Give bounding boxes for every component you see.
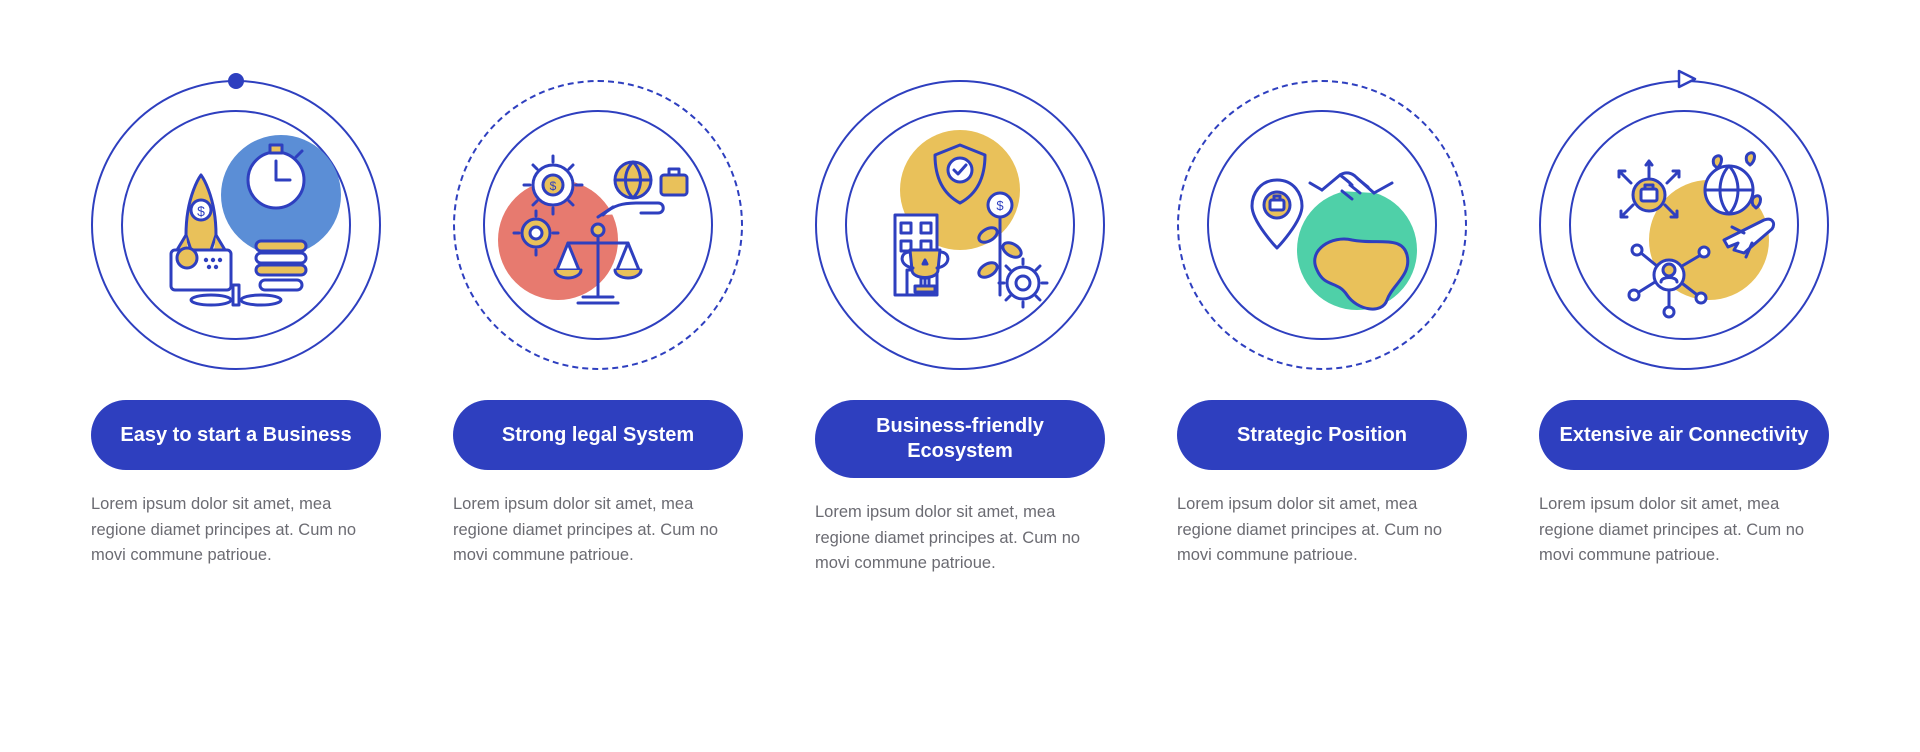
item-desc: Lorem ipsum dolor sit amet, mea regione … — [1177, 492, 1467, 569]
item-title: Extensive air Connectivity — [1560, 423, 1809, 448]
item-title-pill: Strong legal System — [453, 400, 743, 470]
infographic-row: $ — [91, 80, 1829, 752]
svg-text:$: $ — [550, 179, 557, 193]
item-desc: Lorem ipsum dolor sit amet, mea regione … — [453, 492, 743, 569]
circle-wrap: $ — [815, 80, 1105, 370]
circle-wrap — [1539, 80, 1829, 370]
item-title-pill: Extensive air Connectivity — [1539, 400, 1829, 470]
item-title: Strong legal System — [502, 423, 694, 448]
infographic-container: $ — [0, 0, 1920, 752]
item-title-pill: Easy to start a Business — [91, 400, 381, 470]
infographic-item: $ — [453, 80, 743, 752]
item-title-pill: Strategic Position — [1177, 400, 1467, 470]
infographic-item: $ Business-friendly Ecosystem — [815, 80, 1105, 752]
startup-icon: $ — [131, 120, 341, 330]
infographic-item: Extensive air Connectivity Lorem ipsum d… — [1539, 80, 1829, 752]
item-desc: Lorem ipsum dolor sit amet, mea regione … — [1539, 492, 1829, 569]
start-dot — [228, 73, 244, 89]
end-arrow — [1676, 68, 1698, 90]
infographic-item: Strategic Position Lorem ipsum dolor sit… — [1177, 80, 1467, 752]
infographic-item: $ — [91, 80, 381, 752]
circle-wrap: $ — [91, 80, 381, 370]
item-title: Strategic Position — [1237, 423, 1407, 448]
circle-wrap: $ — [453, 80, 743, 370]
item-title-pill: Business-friendly Ecosystem — [815, 400, 1105, 478]
svg-text:$: $ — [996, 198, 1004, 213]
item-title: Business-friendly Ecosystem — [835, 414, 1085, 464]
connectivity-icon — [1579, 120, 1789, 330]
svg-text:$: $ — [197, 203, 205, 219]
item-title: Easy to start a Business — [120, 423, 351, 448]
ecosystem-icon: $ — [855, 120, 1065, 330]
legal-icon: $ — [493, 120, 703, 330]
item-desc: Lorem ipsum dolor sit amet, mea regione … — [91, 492, 381, 569]
strategic-icon — [1217, 120, 1427, 330]
circle-wrap — [1177, 80, 1467, 370]
item-desc: Lorem ipsum dolor sit amet, mea regione … — [815, 500, 1105, 577]
